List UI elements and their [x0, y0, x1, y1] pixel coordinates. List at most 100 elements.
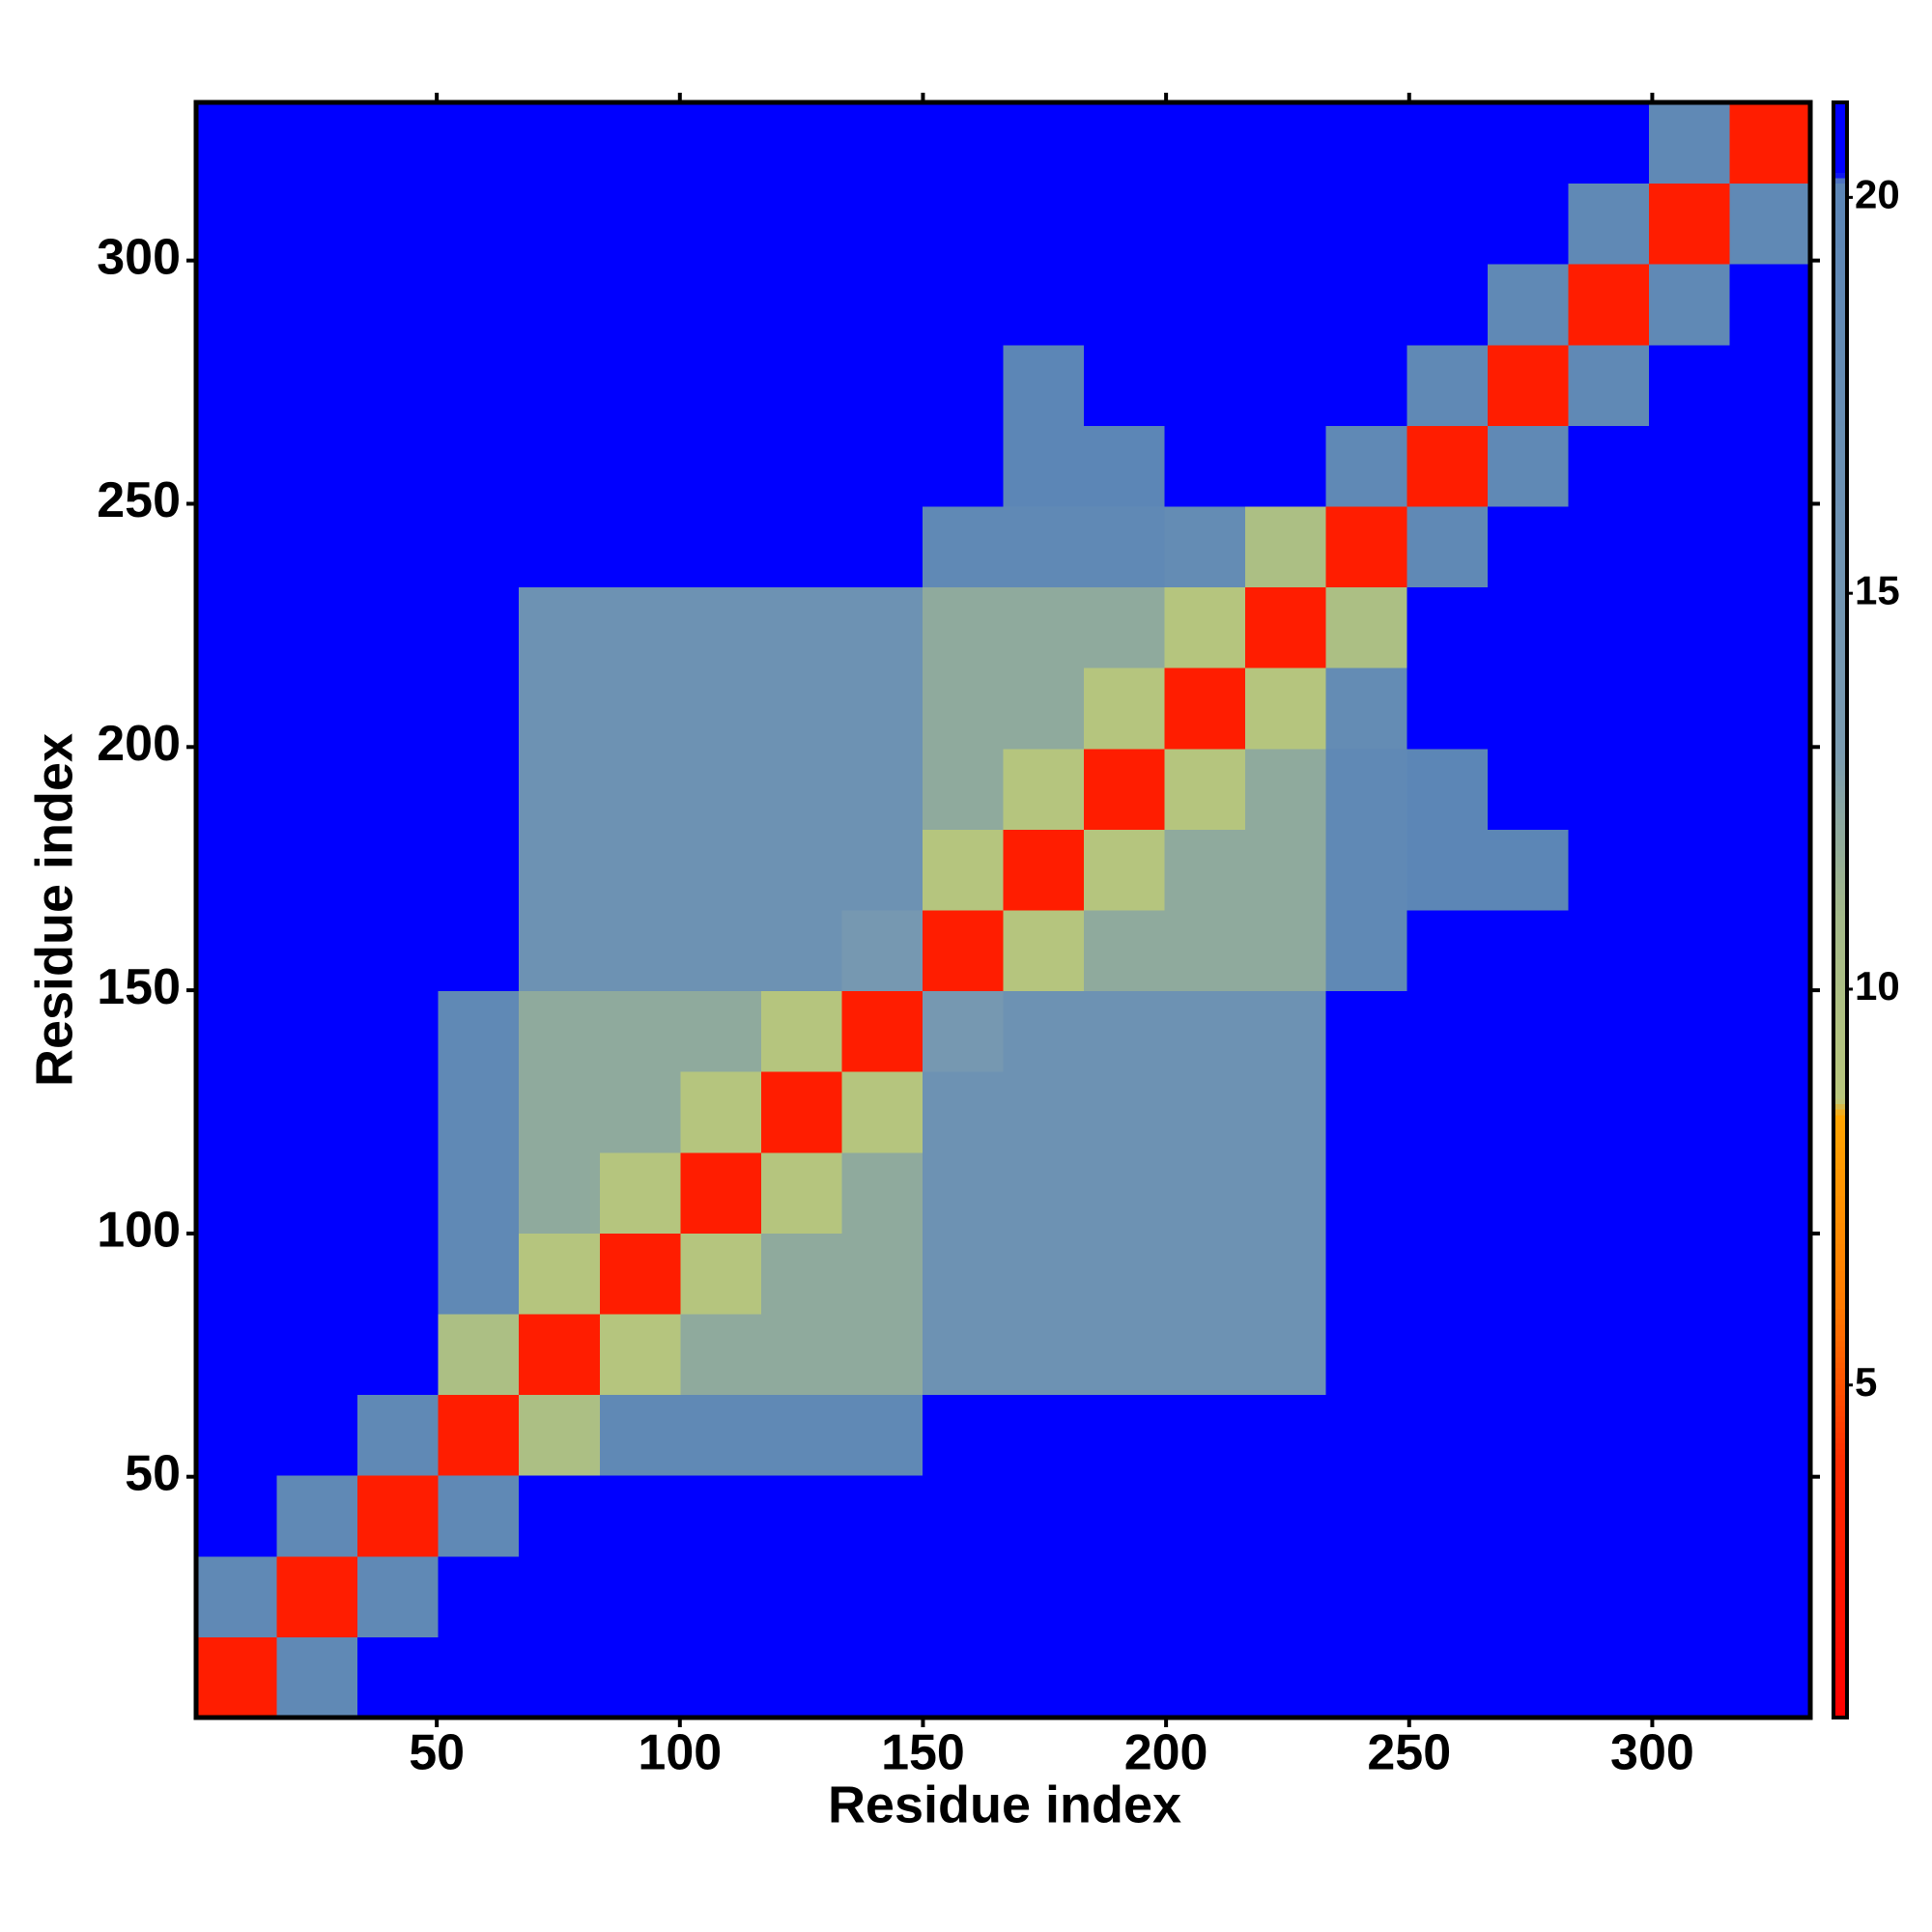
y-tick-label: 200	[97, 716, 181, 772]
heatmap-cell	[1406, 990, 1489, 1072]
heatmap-cell	[357, 1475, 440, 1557]
heatmap-cell	[599, 586, 681, 668]
heatmap-cell	[1245, 586, 1327, 668]
colorbar-segment	[1833, 544, 1847, 551]
heatmap-cell	[1568, 1071, 1650, 1153]
heatmap-cell	[196, 102, 278, 185]
colorbar-segment	[1833, 1157, 1847, 1164]
colorbar-segment	[1833, 441, 1847, 448]
colorbar-segment	[1833, 1302, 1847, 1309]
y-tick-label: 50	[125, 1445, 181, 1501]
heatmap-cell	[519, 1071, 601, 1153]
heatmap-cell	[841, 668, 923, 750]
colorbar-segment	[1833, 990, 1847, 997]
heatmap-cell	[357, 990, 440, 1072]
heatmap-cell	[760, 1233, 842, 1315]
colorbar-segment	[1833, 613, 1847, 620]
heatmap-cell	[922, 183, 1004, 265]
colorbar-segment	[1833, 1469, 1847, 1476]
heatmap-cell	[1164, 1314, 1246, 1396]
heatmap-cell	[1406, 506, 1489, 588]
heatmap-cell	[1084, 1233, 1166, 1315]
colorbar-segment	[1833, 414, 1847, 421]
colorbar-segment	[1833, 678, 1847, 685]
colorbar-segment	[1833, 699, 1847, 706]
heatmap-cell	[599, 1314, 681, 1396]
heatmap-cell	[1325, 1071, 1407, 1153]
colorbar-segment	[1833, 1103, 1847, 1110]
colorbar-segment	[1833, 877, 1847, 884]
heatmap-cell	[1729, 1233, 1811, 1315]
colorbar-segment	[1833, 683, 1847, 690]
heatmap-cell	[1245, 1233, 1327, 1315]
heatmap-cell	[922, 1233, 1004, 1315]
colorbar-segment	[1833, 215, 1847, 222]
heatmap-cell	[357, 183, 440, 265]
colorbar-segment	[1833, 1308, 1847, 1315]
heatmap-cell	[1084, 1314, 1166, 1396]
heatmap-cell	[922, 910, 1004, 992]
heatmap-cell	[599, 1555, 681, 1637]
heatmap-cell	[680, 102, 762, 185]
heatmap-cell	[1084, 586, 1166, 668]
heatmap-cell	[196, 586, 278, 668]
heatmap-cell	[1084, 829, 1166, 911]
heatmap-cell	[196, 183, 278, 265]
colorbar-segment	[1833, 425, 1847, 432]
colorbar-segment	[1833, 823, 1847, 830]
heatmap-cell	[841, 1555, 923, 1637]
colorbar-segment	[1833, 1475, 1847, 1482]
heatmap-cell	[1164, 748, 1246, 830]
heatmap-cell	[519, 1233, 601, 1315]
heatmap-cell	[922, 102, 1004, 185]
heatmap-cell	[357, 586, 440, 668]
heatmap-cell	[438, 1394, 520, 1476]
heatmap-cell	[1003, 910, 1085, 992]
colorbar-segment	[1833, 624, 1847, 631]
heatmap-cell	[760, 829, 842, 911]
colorbar-segment	[1833, 430, 1847, 438]
colorbar-segment	[1833, 1685, 1847, 1691]
colorbar-segment	[1833, 1588, 1847, 1595]
heatmap-cell	[841, 1314, 923, 1396]
heatmap-cell	[1325, 1233, 1407, 1315]
heatmap-cell	[1568, 344, 1650, 426]
colorbar-segment	[1833, 1631, 1847, 1637]
heatmap-cell	[1164, 1394, 1246, 1476]
colorbar-segment	[1833, 404, 1847, 411]
colorbar-segment	[1833, 1275, 1847, 1283]
heatmap-cell	[760, 1151, 842, 1234]
colorbar-segment	[1833, 1496, 1847, 1503]
y-tick-label: 150	[97, 959, 181, 1015]
colorbar-segment	[1833, 1216, 1847, 1223]
heatmap-cell	[841, 1151, 923, 1234]
colorbar-segment	[1833, 128, 1847, 135]
heatmap-cell	[1648, 1151, 1730, 1234]
heatmap-cell	[680, 1555, 762, 1637]
x-tick-label: 200	[1124, 1725, 1208, 1781]
colorbar-segment	[1833, 264, 1847, 270]
colorbar-segment	[1833, 1065, 1847, 1072]
colorbar-segment	[1833, 161, 1847, 168]
colorbar-segment	[1833, 1400, 1847, 1406]
heatmap-cell	[599, 506, 681, 588]
colorbar-segment	[1833, 910, 1847, 917]
colorbar-segment	[1833, 1254, 1847, 1261]
heatmap-cell	[599, 748, 681, 830]
heatmap-cell	[1568, 586, 1650, 668]
heatmap-cell	[599, 1475, 681, 1557]
colorbar-segment	[1833, 1249, 1847, 1256]
heatmap-cell	[1729, 183, 1811, 265]
heatmap-cell	[357, 1314, 440, 1396]
colorbar-segment	[1833, 1641, 1847, 1649]
colorbar-segment	[1833, 931, 1847, 938]
heatmap-cell	[1084, 1394, 1166, 1476]
colorbar-tick-label: 5	[1855, 1359, 1877, 1405]
colorbar-segment	[1833, 781, 1847, 787]
heatmap-cell	[1406, 1314, 1489, 1396]
heatmap-cell	[1648, 1233, 1730, 1315]
heatmap-cell	[680, 1071, 762, 1153]
heatmap-cell	[1084, 1555, 1166, 1637]
colorbar-segment	[1833, 1184, 1847, 1191]
colorbar-segment	[1833, 1486, 1847, 1492]
